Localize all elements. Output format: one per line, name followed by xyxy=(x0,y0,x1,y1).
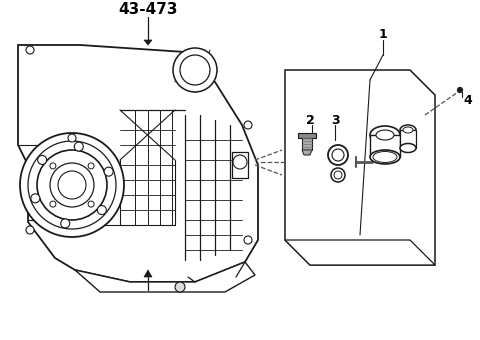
Polygon shape xyxy=(400,130,416,148)
Polygon shape xyxy=(144,270,152,277)
Circle shape xyxy=(74,142,83,151)
Circle shape xyxy=(26,226,34,234)
Circle shape xyxy=(37,150,107,220)
Circle shape xyxy=(244,236,252,244)
Circle shape xyxy=(332,149,344,161)
Circle shape xyxy=(88,201,94,207)
Polygon shape xyxy=(144,40,152,45)
Ellipse shape xyxy=(400,125,416,135)
Circle shape xyxy=(334,171,342,179)
Circle shape xyxy=(328,145,348,165)
Polygon shape xyxy=(298,133,316,138)
Polygon shape xyxy=(370,135,400,157)
Ellipse shape xyxy=(400,143,416,153)
Ellipse shape xyxy=(403,127,413,133)
Text: 43-473: 43-473 xyxy=(118,2,178,17)
Circle shape xyxy=(31,194,40,203)
Circle shape xyxy=(244,121,252,129)
Circle shape xyxy=(331,168,345,182)
Ellipse shape xyxy=(370,126,400,144)
Circle shape xyxy=(104,167,113,176)
Polygon shape xyxy=(302,137,312,150)
Circle shape xyxy=(50,201,56,207)
Ellipse shape xyxy=(376,130,394,140)
Polygon shape xyxy=(285,240,435,265)
Ellipse shape xyxy=(373,152,397,163)
Ellipse shape xyxy=(370,150,400,164)
Circle shape xyxy=(50,163,56,169)
Circle shape xyxy=(28,141,116,229)
Circle shape xyxy=(173,48,217,92)
Circle shape xyxy=(97,206,107,215)
Polygon shape xyxy=(302,150,312,155)
Polygon shape xyxy=(232,152,248,178)
Circle shape xyxy=(457,87,463,92)
Circle shape xyxy=(37,155,47,165)
Text: 4: 4 xyxy=(464,94,472,106)
Text: 2: 2 xyxy=(306,114,314,126)
Polygon shape xyxy=(285,70,435,265)
Polygon shape xyxy=(75,262,255,292)
Circle shape xyxy=(50,163,94,207)
Circle shape xyxy=(68,134,76,142)
Text: 3: 3 xyxy=(331,114,339,126)
Circle shape xyxy=(88,163,94,169)
Circle shape xyxy=(58,171,86,199)
Circle shape xyxy=(175,282,185,292)
Text: 5: 5 xyxy=(391,134,399,147)
Circle shape xyxy=(61,219,70,228)
Text: 1: 1 xyxy=(379,29,387,41)
Circle shape xyxy=(20,133,124,237)
Circle shape xyxy=(180,55,210,85)
Polygon shape xyxy=(18,45,258,282)
Circle shape xyxy=(26,46,34,54)
Circle shape xyxy=(233,155,247,169)
